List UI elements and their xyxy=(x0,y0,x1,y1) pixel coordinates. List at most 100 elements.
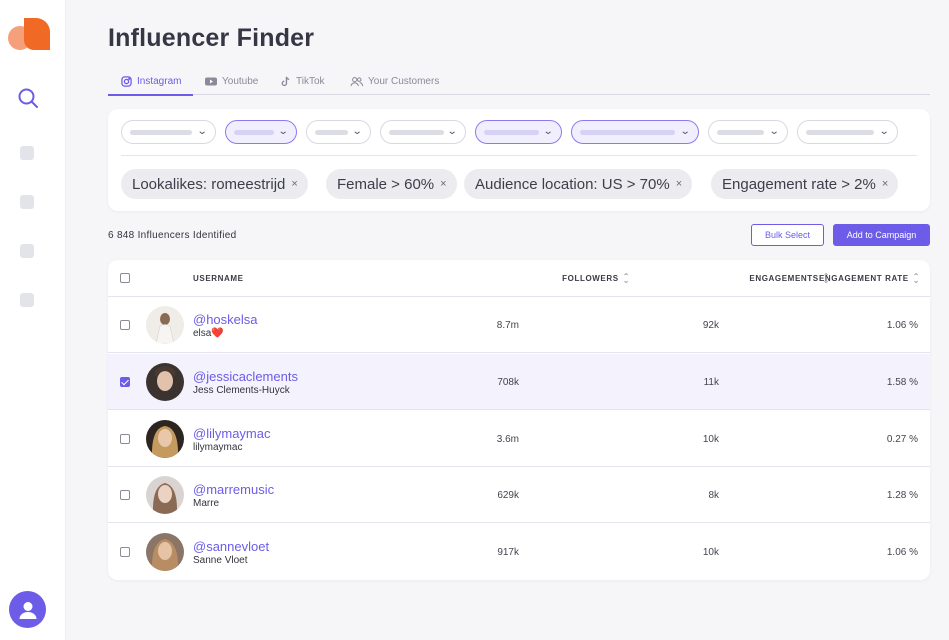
filter-dropdown[interactable]: ⌄ xyxy=(708,120,788,144)
filter-dropdown[interactable]: ⌄ xyxy=(571,120,699,144)
close-icon[interactable]: × xyxy=(881,178,889,190)
filter-chip-label: Female > 60% xyxy=(337,175,435,193)
youtube-icon xyxy=(205,77,217,86)
column-engagement-rate[interactable]: ENGAGEMENT RATE ⌃ ⌄ xyxy=(818,271,920,285)
tab-label: Instagram xyxy=(137,76,182,87)
followers-value: 3.6m xyxy=(496,434,519,445)
avatar xyxy=(146,420,184,458)
row-checkbox[interactable] xyxy=(120,490,130,500)
page-title: Influencer Finder xyxy=(108,24,315,52)
user-icon xyxy=(19,601,36,619)
table-row[interactable]: @marremusic Marre 629k 8k 1.28 % xyxy=(108,467,930,523)
table-row[interactable]: @lilymaymac lilymaymac 3.6m 10k 0.27 % xyxy=(108,411,930,467)
username-link[interactable]: @lilymaymac xyxy=(193,426,271,441)
sidebar xyxy=(0,0,66,640)
bulk-select-button[interactable]: Bulk Select xyxy=(751,224,824,246)
avatar xyxy=(146,363,184,401)
nav-item-placeholder[interactable] xyxy=(20,195,34,209)
platform-tabs: Instagram Youtube TikTok Your Customers xyxy=(108,72,930,96)
filter-panel: ⌄ ⌄ ⌄ ⌄ ⌄ ⌄ ⌄ ⌄ Lookalikes: romeestrijd … xyxy=(108,109,930,211)
filter-dropdown[interactable]: ⌄ xyxy=(121,120,216,144)
sort-icon: ⌃ ⌄ xyxy=(622,271,630,285)
engagement-rate-value: 0.27 % xyxy=(886,434,918,445)
users-icon xyxy=(350,77,363,87)
row-checkbox[interactable] xyxy=(120,377,130,387)
avatar xyxy=(146,533,184,571)
tab-youtube[interactable]: Youtube xyxy=(205,76,258,95)
chevron-down-icon: ⌄ xyxy=(768,126,780,137)
filter-chip-label: Lookalikes: romeestrijd xyxy=(132,175,286,193)
followers-value: 629k xyxy=(497,490,519,501)
user-avatar-button[interactable] xyxy=(9,591,46,628)
chevron-down-icon: ⌄ xyxy=(277,126,289,137)
column-followers[interactable]: FOLLOWERS ⌃ ⌄ xyxy=(562,271,630,285)
sort-icon: ⌃ ⌄ xyxy=(912,271,920,285)
tab-label: Your Customers xyxy=(368,76,440,87)
tab-tiktok[interactable]: TikTok xyxy=(281,76,325,95)
engagements-value: 11k xyxy=(703,377,719,388)
row-checkbox[interactable] xyxy=(120,320,130,330)
influencer-table: USERNAME FOLLOWERS ⌃ ⌄ ENGAGEMENTS ⌃ ⌄ ENGAG… xyxy=(108,260,930,580)
filter-dropdown[interactable]: ⌄ xyxy=(797,120,898,144)
followers-value: 917k xyxy=(497,547,519,558)
filter-dropdown[interactable]: ⌄ xyxy=(306,120,371,144)
display-name: Jess Clements-Huyck xyxy=(193,385,290,396)
engagement-rate-value: 1.28 % xyxy=(886,490,918,501)
username-link[interactable]: @hoskelsa xyxy=(193,312,258,327)
row-checkbox[interactable] xyxy=(120,434,130,444)
close-icon[interactable]: × xyxy=(675,178,683,190)
engagements-value: 10k xyxy=(702,434,719,445)
instagram-icon xyxy=(121,76,132,87)
engagement-rate-value: 1.06 % xyxy=(886,547,918,558)
sort-icon: ⌃ ⌄ xyxy=(822,271,830,285)
results-count: 6 848 Influencers Identified xyxy=(108,230,237,241)
tab-instagram[interactable]: Instagram xyxy=(108,76,194,96)
chevron-down-icon: ⌄ xyxy=(679,126,691,137)
table-header: USERNAME FOLLOWERS ⌃ ⌄ ENGAGEMENTS ⌃ ⌄ ENGAG… xyxy=(108,260,930,297)
filter-dropdown[interactable]: ⌄ xyxy=(475,120,562,144)
avatar xyxy=(146,476,184,514)
add-to-campaign-button[interactable]: Add to Campaign xyxy=(833,224,930,246)
close-icon[interactable]: × xyxy=(291,178,298,190)
close-icon[interactable]: × xyxy=(440,178,447,190)
filter-chip: Lookalikes: romeestrijd × xyxy=(121,169,308,199)
engagement-rate-value: 1.58 % xyxy=(886,377,918,388)
brand-logo xyxy=(8,18,50,50)
column-username[interactable]: USERNAME xyxy=(193,274,244,283)
avatar xyxy=(146,306,184,344)
username-link[interactable]: @marremusic xyxy=(193,482,275,497)
chevron-down-icon: ⌄ xyxy=(446,126,458,137)
chevron-down-icon: ⌄ xyxy=(542,126,554,137)
display-name: Marre xyxy=(193,498,220,509)
engagements-value: 8k xyxy=(708,490,719,501)
select-all-checkbox[interactable] xyxy=(120,273,130,283)
nav-item-placeholder[interactable] xyxy=(20,244,34,258)
table-row[interactable]: @jessicaclements Jess Clements-Huyck 708… xyxy=(108,354,930,410)
display-name: lilymaymac xyxy=(193,442,243,453)
tab-label: Youtube xyxy=(222,76,259,87)
filter-dropdown[interactable]: ⌄ xyxy=(225,120,297,144)
chevron-down-icon: ⌄ xyxy=(196,126,208,137)
table-row[interactable]: @hoskelsa elsa❤️ 8.7m 92k 1.06 % xyxy=(108,297,930,353)
nav-item-placeholder[interactable] xyxy=(20,146,34,160)
username-link[interactable]: @jessicaclements xyxy=(193,369,298,384)
filter-chip: Female > 60% × xyxy=(326,169,457,199)
column-engagements[interactable]: ENGAGEMENTS ⌃ ⌄ xyxy=(749,271,830,285)
nav-item-placeholder[interactable] xyxy=(20,293,34,307)
table-row[interactable]: @sannevloet Sanne Vloet 917k 10k 1.06 % xyxy=(108,524,930,580)
row-checkbox[interactable] xyxy=(120,547,130,557)
filter-chip-label: Engagement rate > 2% xyxy=(722,175,876,193)
chevron-down-icon: ⌄ xyxy=(351,126,363,137)
tab-your-customers[interactable]: Your Customers xyxy=(350,76,439,95)
filter-dropdown[interactable]: ⌄ xyxy=(380,120,466,144)
search-icon[interactable] xyxy=(16,86,40,110)
engagements-value: 10k xyxy=(702,547,719,558)
filter-chip: Engagement rate > 2% × xyxy=(711,169,899,199)
filter-chip-label: Audience location: US > 70% xyxy=(475,175,670,193)
filter-divider xyxy=(121,155,917,156)
filter-chip: Audience location: US > 70% × xyxy=(464,169,693,199)
engagements-value: 92k xyxy=(702,320,719,331)
tiktok-icon xyxy=(281,76,290,87)
followers-value: 8.7m xyxy=(496,320,519,331)
username-link[interactable]: @sannevloet xyxy=(193,539,270,554)
